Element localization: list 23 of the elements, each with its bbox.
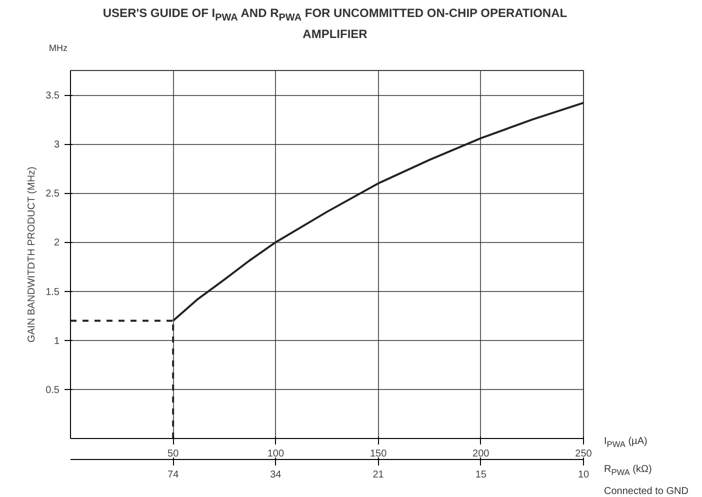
chart-title: USER'S GUIDE OF I$_{PWA}$ AND R$_{PWA}$ FOR UNCOMMITTED ON-CHIP OPERATIONAL AMPLIFIER [102,5,568,43]
text: MHz [49,42,68,55]
y-tick-label: 1 [54,336,60,347]
y-tick-label: 2.5 [46,188,60,200]
annotation: 34 [270,470,282,480]
x-tick-label: 100 [267,448,284,460]
annotation: 15 [475,470,487,480]
y-tick-label: 3.5 [46,90,60,102]
x-tick-label: 200 [472,448,490,460]
x2-axis-title: R$_{PWA}$ (kΩ) [604,463,652,479]
annotation: 74 [168,470,180,480]
x-axis-title: I$_{PWA}$ (µA) [604,435,648,451]
y-tick-label: 2 [54,238,60,249]
x-tick-label: 150 [370,448,388,460]
annotation: 10 [578,470,590,480]
y-tick-label: 3 [54,140,60,151]
y-axis-title: GAIN BANDWITDTH PRODUCT (MHz) [26,166,38,343]
x-tick-label: 250 [575,448,592,460]
text: Connected to GND [604,485,688,497]
y-tick-label: 1.5 [46,286,60,298]
x-tick-label: 50 [168,448,180,460]
y-tick-label: 0.5 [46,384,60,396]
annotation: 21 [372,470,384,480]
